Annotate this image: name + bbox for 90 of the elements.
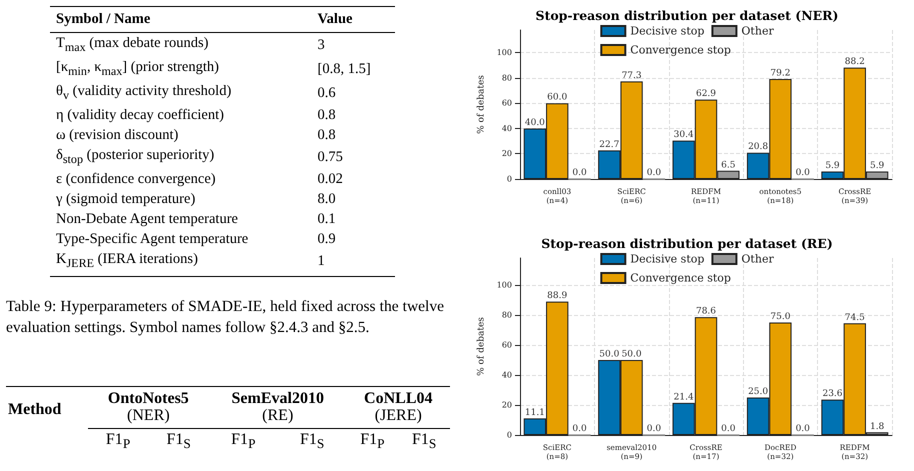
legend-label: Other — [741, 252, 774, 266]
legend-label: Convergence stop — [630, 272, 731, 284]
text: 0.02 — [316, 170, 344, 189]
data-label: 0.0 — [646, 168, 662, 178]
text: (RE) — [208, 407, 347, 428]
legend-label: Decisive stop — [630, 24, 704, 38]
data-label: 75.0 — [770, 312, 791, 322]
data-label: 22.7 — [599, 140, 620, 150]
text: (NER) — [88, 407, 209, 428]
text: η (validity decay coefficient) — [55, 106, 225, 125]
data-label: 0.0 — [572, 168, 587, 178]
data-label: 78.6 — [696, 306, 716, 317]
data-label: 25.0 — [748, 387, 768, 397]
text: 0.8 — [316, 106, 337, 125]
data-label: 6.5 — [721, 160, 736, 170]
data-label: 88.2 — [844, 57, 865, 68]
data-label: 0.0 — [572, 424, 587, 434]
data-label: 50.0 — [622, 350, 642, 360]
chart-title: Stop-reason distribution per dataset (RE) — [541, 236, 833, 251]
text: Method — [7, 400, 62, 420]
y-axis-title: % of debates — [476, 316, 486, 376]
caption: Table 9: Hyperparameters of SMADE-IE, held fixed across the twelve evaluation settings. Symbol names follow §2.4.3 and §2.5. — [6, 297, 444, 338]
y-axis-title: % of debates — [476, 74, 486, 134]
text: F1$_{P}$ — [104, 430, 132, 454]
data-label: 0.0 — [646, 424, 662, 434]
legend-label: Convergence stop — [630, 44, 731, 56]
data-label: 62.9 — [696, 89, 716, 100]
text: Value — [312, 6, 395, 32]
data-label: 1.8 — [870, 422, 885, 432]
text: CoNLL04 — [363, 389, 434, 407]
data-label: 74.5 — [844, 312, 866, 323]
data-label: 60.0 — [547, 92, 568, 103]
text: 0.6 — [316, 84, 337, 103]
text: θ$_{v}$ (validity activity threshold) — [55, 82, 232, 104]
data-label: 11.1 — [524, 408, 545, 418]
text: (JERE) — [346, 407, 450, 428]
text: [0.8, 1.5] — [316, 60, 372, 79]
y-tick-label: 60 — [502, 340, 512, 350]
text: F1$_{S}$ — [298, 430, 326, 454]
data-label: 0.0 — [796, 168, 810, 178]
text: SemEval2010 — [230, 389, 325, 407]
text: δ$_{stop}$ (posterior superiority) — [55, 146, 216, 168]
data-label: 77.3 — [622, 70, 642, 81]
text: 0.75 — [316, 148, 344, 167]
data-label: 79.2 — [770, 68, 790, 78]
text: K$_{JERE}$ (IERA iterations) — [50, 248, 312, 277]
data-label: 21.4 — [674, 392, 694, 402]
text: 0.8 — [316, 126, 337, 145]
text: ω (revision discount) — [55, 126, 180, 145]
text: OntoNotes5 — [106, 389, 190, 407]
data-label: 40.0 — [524, 118, 546, 128]
y-tick-label: 0 — [506, 430, 512, 440]
text: 0.9 — [316, 230, 337, 249]
data-label: 20.8 — [748, 142, 768, 152]
text: Non-Debate Agent temperature — [55, 210, 239, 229]
chart-title: Stop-reason distribution per dataset (NER) — [536, 8, 838, 23]
data-label: 88.9 — [547, 291, 568, 302]
text: F1$_{S}$ — [165, 430, 192, 454]
text: T$_{max}$ (max debate rounds) — [55, 34, 210, 56]
text: Symbol / Name — [50, 6, 312, 32]
text: 8.0 — [316, 190, 337, 209]
text: γ (sigmoid temperature) — [55, 190, 196, 209]
legend-label: Decisive stop — [630, 252, 704, 266]
text: 0.1 — [316, 210, 337, 229]
data-label: 0.0 — [796, 424, 810, 434]
y-tick-label: 60 — [502, 98, 512, 108]
text: Type-Specific Agent temperature — [55, 230, 250, 249]
data-label: 30.4 — [674, 130, 694, 140]
y-tick-label: 80 — [502, 310, 512, 320]
y-tick-label: 100 — [496, 280, 512, 290]
y-tick-label: 40 — [502, 370, 512, 380]
data-label: 50.0 — [599, 350, 620, 360]
y-tick-label: 0 — [506, 174, 512, 184]
y-tick-label: 20 — [502, 400, 512, 410]
text: [κ$_{min}$, κ$_{max}$] (prior strength) — [55, 58, 220, 80]
y-tick-label: 100 — [496, 48, 512, 58]
y-tick-label: 80 — [502, 73, 512, 82]
data-label: 5.9 — [825, 161, 840, 172]
data-label: 0.0 — [721, 424, 736, 434]
text: ε (confidence convergence) — [55, 170, 217, 189]
text: F1$_{P}$ — [230, 430, 256, 454]
text: F1$_{P}$ — [359, 430, 386, 454]
text: 1 — [312, 248, 395, 277]
text: F1$_{S}$ — [410, 430, 438, 454]
data-label: 5.9 — [870, 161, 885, 172]
data-label: 23.6 — [822, 389, 843, 400]
y-tick-label: 20 — [502, 149, 512, 158]
y-tick-label: 40 — [502, 124, 512, 133]
legend-label: Other — [741, 24, 774, 38]
text: 3 — [316, 36, 326, 55]
